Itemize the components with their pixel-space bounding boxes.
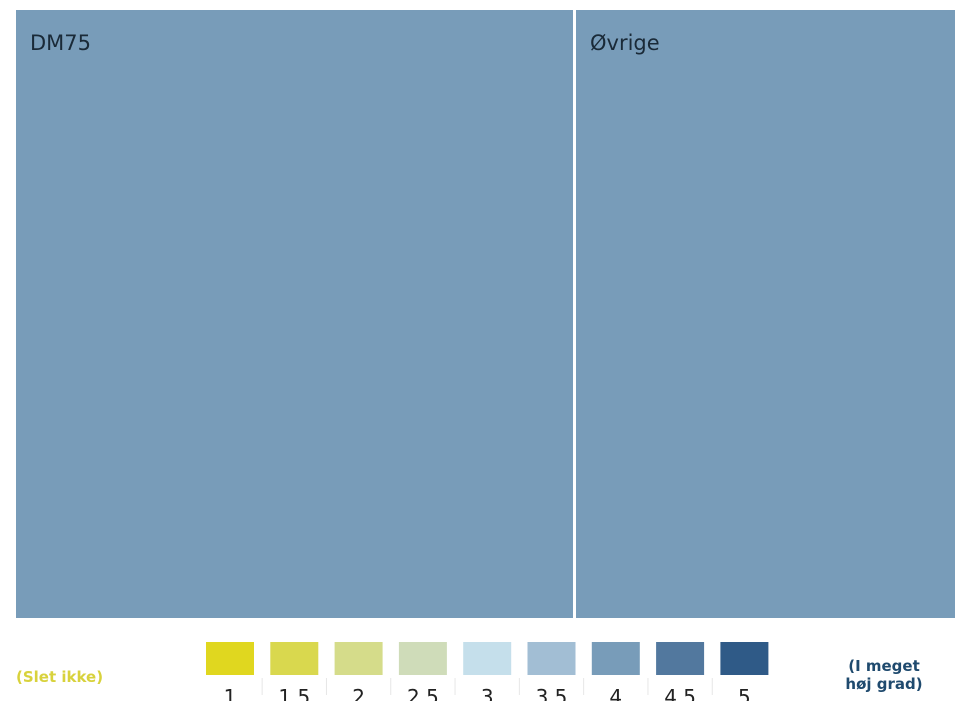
treemap-tiles: DM75 Øvrige	[16, 10, 955, 618]
legend-swatch-1	[270, 642, 319, 675]
treemap-tile-label-1: Øvrige	[590, 31, 660, 55]
legend-tick-label-2: 2	[352, 685, 365, 701]
legend-high-label-line-1: (I meget	[848, 657, 920, 675]
legend-tick-label-5: 3.5	[536, 685, 568, 701]
legend-swatch-3	[398, 642, 447, 675]
color-legend: 1 1.5 2 2.5 3 3.5 4 4.5 5	[206, 642, 769, 701]
treemap-tile-1[interactable]	[576, 10, 955, 618]
legend-tick-label-8: 5	[738, 685, 751, 701]
legend-swatch-7	[656, 642, 705, 675]
legend-tick-label-7: 4.5	[664, 685, 696, 701]
legend-tick-label-4: 3	[481, 685, 494, 701]
treemap-tile-0[interactable]	[16, 10, 573, 618]
legend-swatch-2	[334, 642, 383, 675]
legend-tick-label-1: 1.5	[278, 685, 310, 701]
legend-low-label: (Slet ikke)	[16, 668, 104, 686]
legend-swatch-4	[463, 642, 512, 675]
legend-swatch-8	[720, 642, 769, 675]
legend-high-label: (I meget høj grad)	[818, 657, 950, 693]
legend-swatch-6	[591, 642, 640, 675]
legend-tick-label-0: 1	[224, 685, 237, 701]
legend-tick-label-6: 4	[609, 685, 622, 701]
legend-swatch-0	[206, 642, 254, 675]
legend-high-label-line-2: høj grad)	[845, 675, 923, 693]
treemap-tile-label-0: DM75	[30, 31, 91, 55]
legend-tick-label-3: 2.5	[407, 685, 439, 701]
legend-swatch-5	[527, 642, 576, 675]
